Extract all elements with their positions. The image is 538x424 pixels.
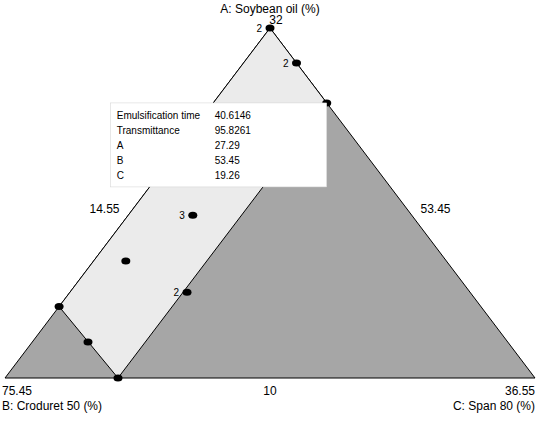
svg-text:2: 2 [173, 287, 179, 298]
svg-text:Emulsification time: Emulsification time [117, 110, 201, 121]
svg-text:32: 32 [269, 13, 283, 27]
svg-text:A: Soybean oil (%): A: Soybean oil (%) [220, 2, 320, 16]
svg-text:2: 2 [256, 23, 262, 34]
svg-text:B: B [117, 155, 124, 166]
svg-text:19.26: 19.26 [215, 170, 240, 181]
svg-text:Transmittance: Transmittance [117, 125, 180, 136]
svg-text:36.55: 36.55 [505, 384, 530, 398]
svg-text:95.8261: 95.8261 [215, 125, 252, 136]
svg-text:C: Span 80 (%): C: Span 80 (%) [453, 399, 530, 413]
svg-text:53.45: 53.45 [215, 155, 240, 166]
svg-text:C: C [117, 170, 124, 181]
svg-text:40.6146: 40.6146 [215, 110, 252, 121]
svg-text:14.55: 14.55 [89, 202, 119, 216]
svg-text:53.45: 53.45 [421, 202, 451, 216]
svg-text:27.29: 27.29 [215, 140, 240, 151]
svg-text:A: A [117, 140, 124, 151]
svg-text:75.45: 75.45 [8, 384, 32, 398]
svg-text:10: 10 [263, 384, 277, 398]
svg-text:2: 2 [283, 58, 289, 69]
svg-text:3: 3 [179, 210, 185, 221]
svg-text:B: Croduret 50 (%): B: Croduret 50 (%) [8, 399, 102, 413]
